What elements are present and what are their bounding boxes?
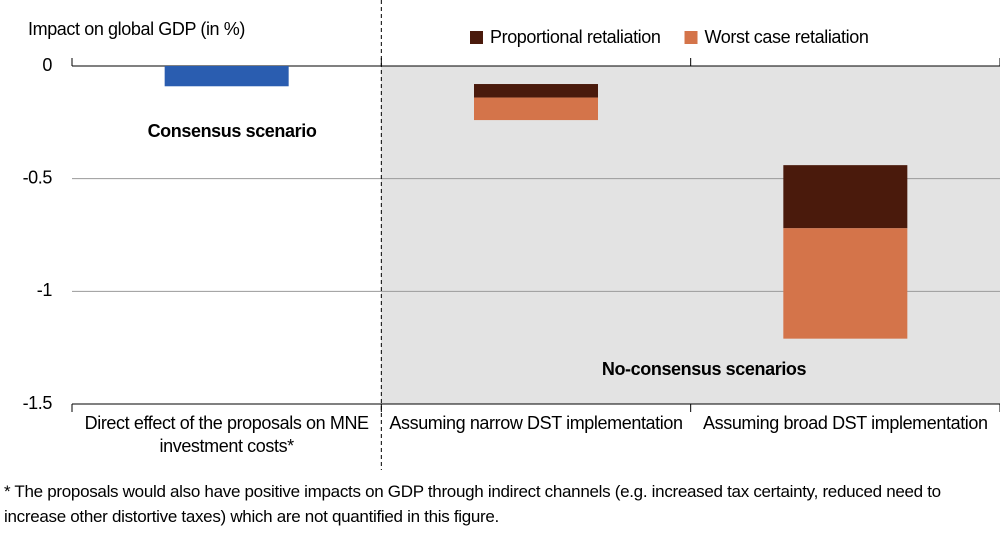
y-tick-label: -0.5 [23, 167, 53, 187]
y-tick-label: -1 [37, 280, 53, 300]
legend-label: Proportional retaliation [490, 27, 661, 47]
y-tick-label: 0 [42, 55, 52, 75]
bar-segment [783, 165, 908, 229]
legend-label: Worst case retaliation [705, 27, 869, 47]
annotation: Consensus scenario [148, 121, 317, 141]
x-tick-label: Assuming narrow DST implementation [389, 413, 683, 433]
bar-segment [783, 228, 908, 339]
x-tick-label: Assuming broad DST implementation [703, 413, 988, 433]
bar-segment [474, 84, 598, 98]
bar-segment [474, 97, 598, 121]
x-tick-label: Direct effect of the proposals on MNE in… [84, 413, 369, 456]
annotation: No-consensus scenarios [602, 359, 807, 379]
bar-segment [164, 66, 289, 87]
footnote: * The proposals would also have positive… [4, 482, 941, 526]
y-tick-label: -1.5 [23, 393, 53, 413]
legend-swatch [470, 31, 483, 44]
y-axis-title: Impact on global GDP (in %) [28, 19, 245, 39]
legend-swatch [684, 31, 698, 44]
